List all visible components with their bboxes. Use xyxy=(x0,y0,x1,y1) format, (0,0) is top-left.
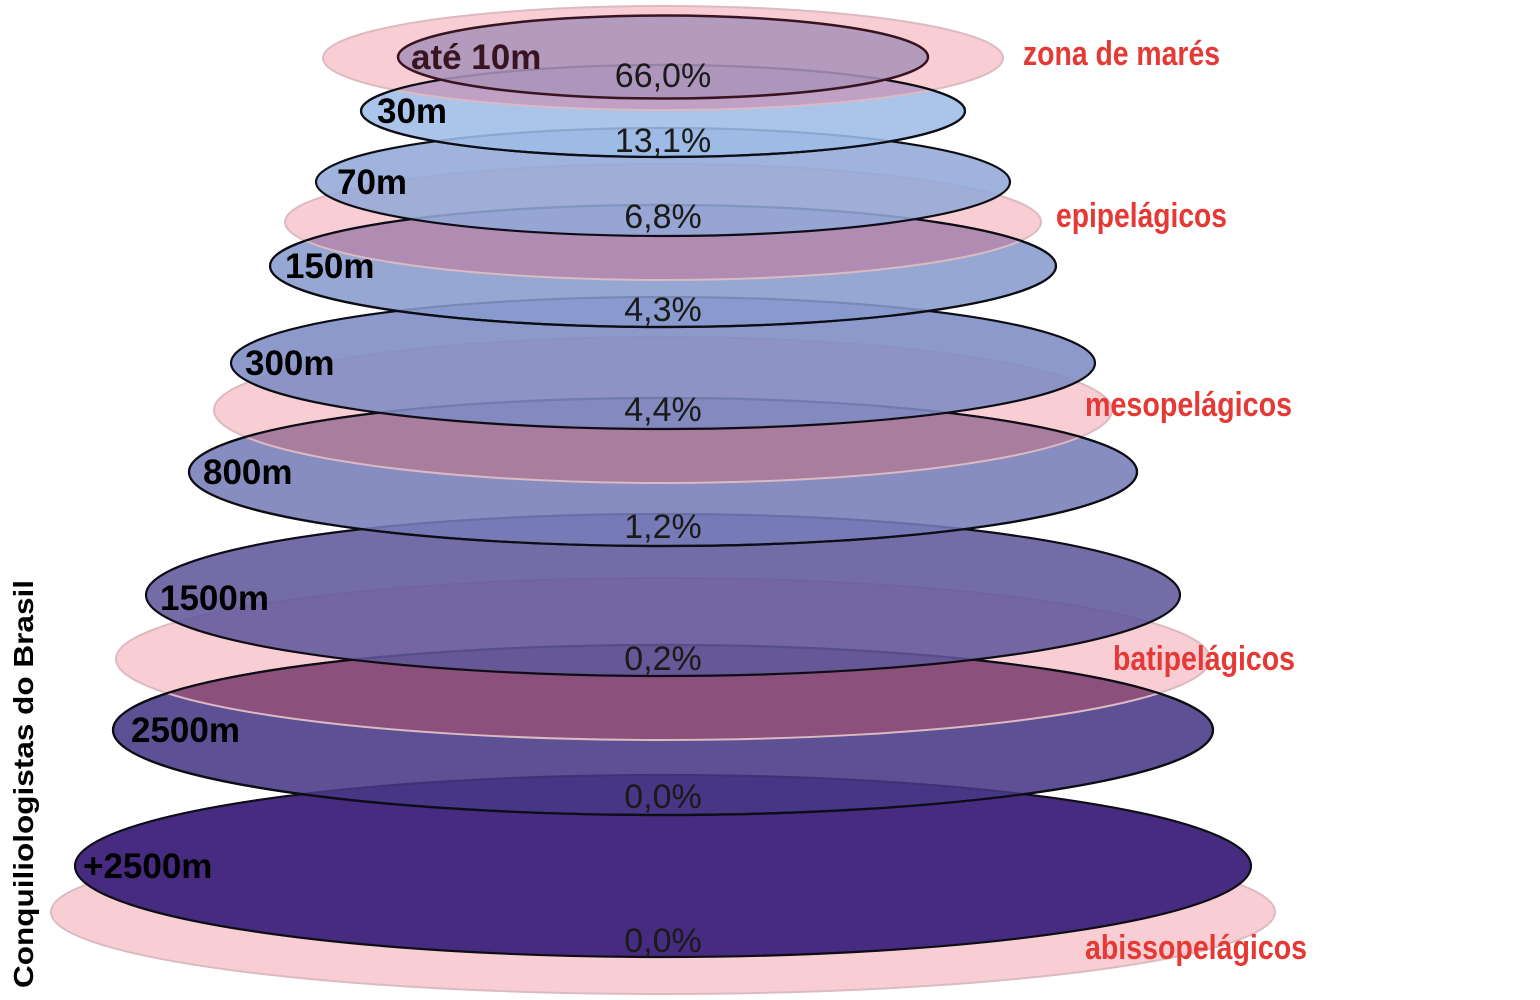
svg-text:+2500m: +2500m xyxy=(83,847,212,886)
svg-text:batipelágicos: batipelágicos xyxy=(1113,640,1295,678)
svg-text:150m: 150m xyxy=(285,247,375,286)
svg-text:800m: 800m xyxy=(203,453,293,492)
svg-text:2500m: 2500m xyxy=(131,711,240,750)
svg-text:4,3%: 4,3% xyxy=(624,291,702,329)
svg-text:1500m: 1500m xyxy=(160,579,269,618)
svg-text:mesopelágicos: mesopelágicos xyxy=(1085,386,1292,424)
svg-text:66,0%: 66,0% xyxy=(615,57,711,95)
svg-text:4,4%: 4,4% xyxy=(624,391,702,429)
svg-text:13,1%: 13,1% xyxy=(615,122,711,160)
svg-text:abissopelágicos: abissopelágicos xyxy=(1085,929,1307,967)
svg-text:epipelágicos: epipelágicos xyxy=(1056,197,1227,235)
svg-text:300m: 300m xyxy=(245,344,335,383)
svg-text:zona de marés: zona de marés xyxy=(1023,35,1220,73)
svg-text:30m: 30m xyxy=(377,92,447,131)
svg-text:6,8%: 6,8% xyxy=(624,198,702,236)
svg-text:0,0%: 0,0% xyxy=(624,778,702,816)
svg-text:1,2%: 1,2% xyxy=(624,508,702,546)
svg-text:Conquiliologistas do Brasil: Conquiliologistas do Brasil xyxy=(8,580,39,988)
svg-text:70m: 70m xyxy=(337,163,407,202)
svg-text:até 10m: até 10m xyxy=(411,38,541,77)
svg-text:0,2%: 0,2% xyxy=(624,640,702,678)
svg-text:0,0%: 0,0% xyxy=(624,922,702,960)
